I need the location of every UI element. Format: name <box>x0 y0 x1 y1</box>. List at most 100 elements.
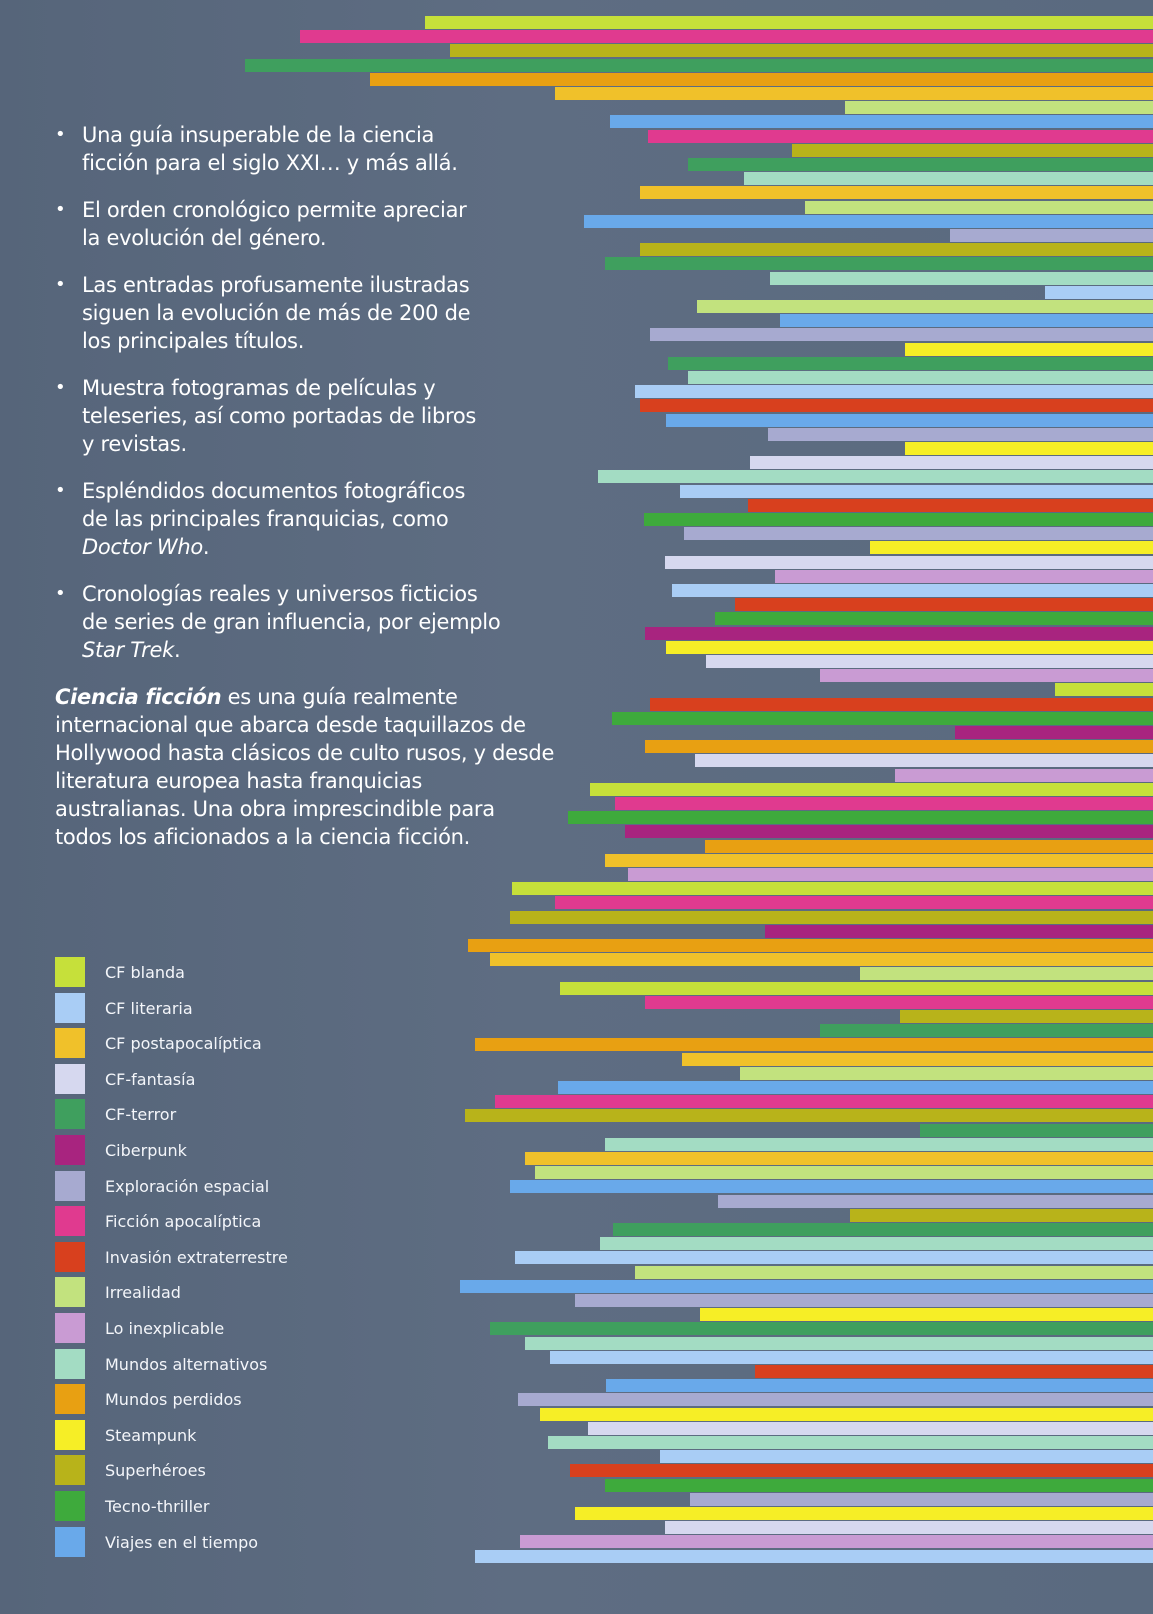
genre-stripe <box>665 555 1153 569</box>
genre-stripe <box>300 30 1153 44</box>
genre-stripe <box>1045 285 1153 299</box>
genre-stripe <box>850 1208 1153 1222</box>
genre-stripe <box>495 1095 1153 1109</box>
genre-stripe <box>750 456 1153 470</box>
genre-stripe <box>560 981 1153 995</box>
legend-swatch <box>55 1063 85 1094</box>
genre-stripe <box>640 243 1153 257</box>
genre-stripe <box>475 1038 1153 1052</box>
genre-stripe <box>695 754 1153 768</box>
genre-stripe <box>895 768 1153 782</box>
genre-stripe <box>625 825 1153 839</box>
genre-stripe <box>635 1265 1153 1279</box>
feature-text: la evolución del género. <box>82 226 327 250</box>
genre-stripe <box>605 257 1153 271</box>
feature-item: Espléndidos documentos fotográficos de l… <box>55 477 555 561</box>
genre-stripe <box>468 939 1153 952</box>
feature-item: Las entradas profusamente ilustradas sig… <box>55 271 555 355</box>
genre-stripe <box>475 1549 1153 1563</box>
genre-stripe <box>605 1478 1153 1492</box>
genre-stripe <box>612 711 1153 725</box>
legend-label: CF postapocalíptica <box>105 1034 262 1054</box>
genre-stripe <box>590 782 1153 796</box>
feature-text: siguen la evolución de más de 200 de <box>82 301 471 325</box>
genre-stripe <box>666 413 1153 427</box>
genre-stripe <box>450 44 1153 58</box>
genre-stripe <box>555 87 1153 100</box>
genre-stripe <box>680 484 1153 498</box>
genre-stripe <box>682 1052 1153 1066</box>
genre-stripe <box>688 371 1153 384</box>
genre-stripe <box>648 129 1153 143</box>
legend-label: Mundos perdidos <box>105 1390 242 1410</box>
genre-stripe <box>490 953 1153 967</box>
genre-stripe <box>665 1521 1153 1535</box>
book-title: Ciencia ficción <box>55 685 222 709</box>
legend-label: Lo inexplicable <box>105 1318 225 1338</box>
genre-stripe <box>780 314 1153 328</box>
legend-label: Mundos alternativos <box>105 1354 268 1374</box>
legend-swatch <box>55 1170 85 1201</box>
genre-stripe <box>955 726 1153 739</box>
feature-text: . <box>173 638 181 662</box>
genre-stripe <box>598 470 1153 484</box>
genre-stripe <box>245 58 1153 72</box>
genre-stripe <box>550 1350 1153 1364</box>
genre-stripe <box>870 541 1153 555</box>
genre-stripe <box>650 328 1153 342</box>
genre-stripe <box>666 640 1153 654</box>
genre-stripe <box>688 158 1153 171</box>
feature-text: los principales títulos. <box>82 329 305 353</box>
genre-stripe <box>460 1279 1153 1293</box>
feature-item: Cronologías reales y universos ficticios… <box>55 580 555 664</box>
genre-stripe <box>635 385 1153 399</box>
legend-label: CF literaria <box>105 998 193 1018</box>
genre-stripe <box>490 1322 1153 1336</box>
genre-stripe <box>605 1137 1153 1151</box>
genre-stripe <box>765 924 1153 938</box>
feature-text: Espléndidos documentos fotográficos <box>82 479 466 503</box>
genre-stripe <box>700 1308 1153 1322</box>
genre-stripe <box>744 172 1153 186</box>
legend-swatch <box>55 1028 85 1059</box>
legend-label: Viajes en el tiempo <box>105 1532 259 1552</box>
feature-text: teleseries, así como portadas de libros <box>82 404 477 428</box>
genre-stripe <box>628 868 1153 881</box>
genre-stripe <box>515 1251 1153 1265</box>
legend-swatch <box>55 1384 85 1415</box>
genre-stripe <box>640 186 1153 200</box>
genre-stripe <box>510 1180 1153 1194</box>
genre-stripe <box>525 1152 1153 1165</box>
feature-text: y revistas. <box>82 432 187 456</box>
legend-label: Ciberpunk <box>105 1140 187 1160</box>
genre-stripe <box>684 527 1153 541</box>
feature-text: Una guía insuperable de la ciencia <box>82 123 435 147</box>
genre-stripe <box>1055 683 1153 697</box>
feature-title-italic: Doctor Who <box>82 535 203 559</box>
feature-text: de las principales franquicias, como <box>82 507 449 531</box>
legend-swatch <box>55 1490 85 1521</box>
genre-stripe <box>905 442 1153 455</box>
genre-stripe <box>615 797 1153 810</box>
feature-text: de series de gran influencia, por ejempl… <box>82 610 501 634</box>
legend-label: Superhéroes <box>105 1461 206 1481</box>
genre-stripe <box>668 356 1153 370</box>
genre-stripe <box>570 1464 1153 1478</box>
genre-stripe <box>900 1010 1153 1023</box>
genre-stripe <box>568 811 1153 825</box>
feature-text: El orden cronológico permite apreciar <box>82 198 467 222</box>
legend-label: Invasión extraterrestre <box>105 1247 288 1267</box>
feature-text: Las entradas profusamente ilustradas <box>82 273 470 297</box>
genre-stripe <box>584 214 1153 228</box>
genre-stripe <box>740 1066 1153 1080</box>
legend-swatch <box>55 1134 85 1165</box>
genre-stripe <box>645 995 1153 1009</box>
genre-stripe <box>510 910 1153 924</box>
legend-swatch <box>55 1099 85 1130</box>
genre-stripe <box>575 1294 1153 1307</box>
legend-label: Irrealidad <box>105 1283 181 1303</box>
genre-stripe <box>600 1237 1153 1251</box>
genre-stripe <box>748 498 1153 512</box>
genre-stripe <box>820 669 1153 683</box>
